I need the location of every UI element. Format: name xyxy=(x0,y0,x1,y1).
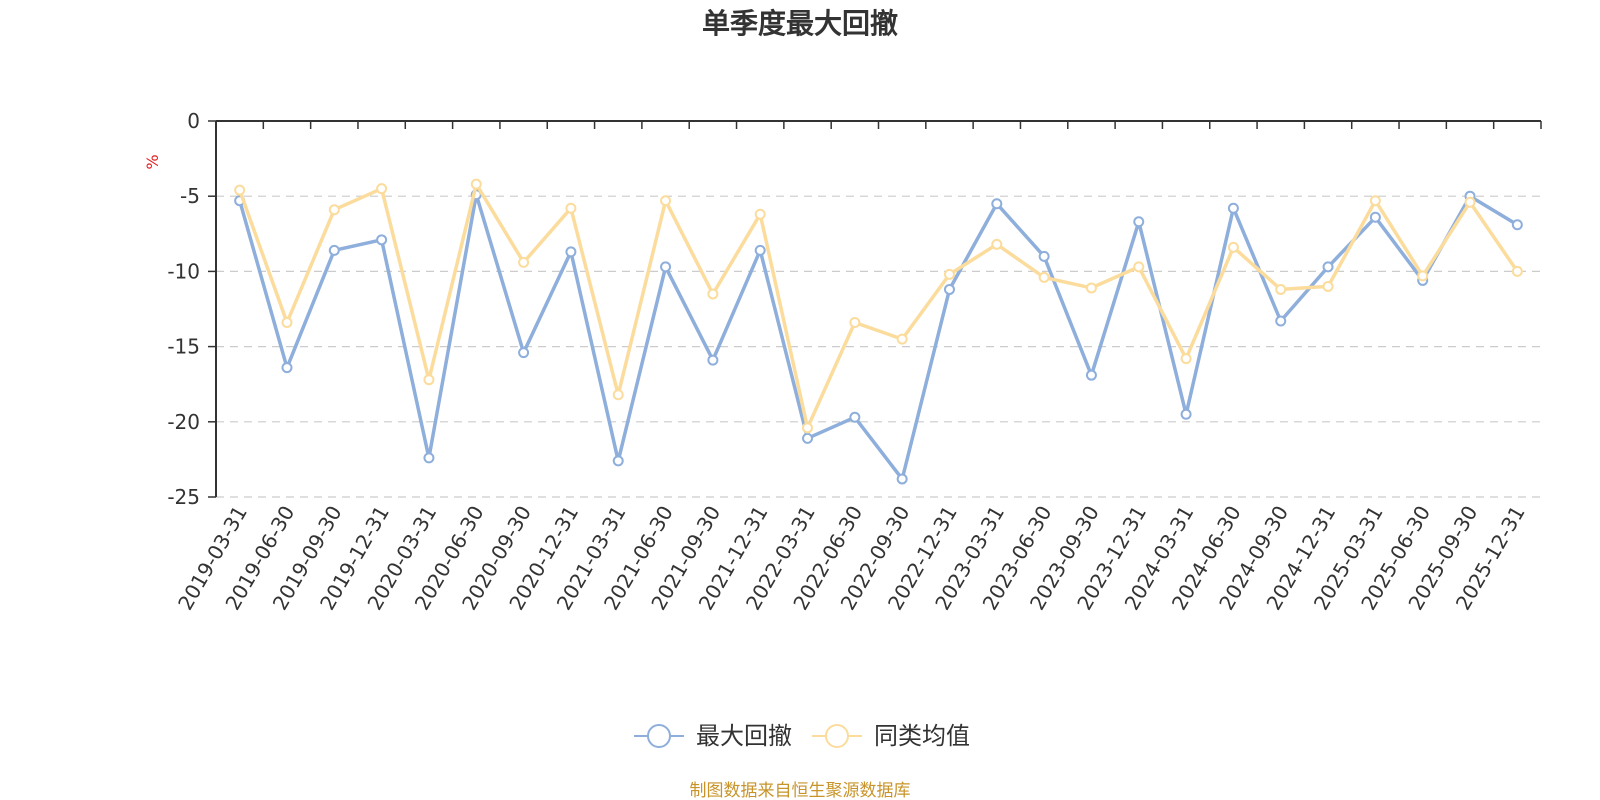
data-point[interactable] xyxy=(1275,283,1287,295)
data-point[interactable] xyxy=(1227,241,1239,253)
data-point[interactable] xyxy=(1180,408,1192,420)
data-source-note: 制图数据来自恒生聚源数据库 xyxy=(690,781,911,800)
y-tick-label: -10 xyxy=(167,259,200,283)
data-point[interactable] xyxy=(1511,265,1523,277)
data-point[interactable] xyxy=(802,422,814,434)
series-layer xyxy=(234,178,1523,485)
series-line xyxy=(237,192,1520,481)
y-tick-label: -5 xyxy=(180,184,200,208)
series-1 xyxy=(234,178,1523,434)
data-point[interactable] xyxy=(423,452,435,464)
axes xyxy=(208,120,1542,498)
data-point[interactable] xyxy=(518,347,530,359)
data-point[interactable] xyxy=(470,178,482,190)
data-point[interactable] xyxy=(612,389,624,401)
legend[interactable]: 最大回撤 同类均值 xyxy=(634,722,970,750)
data-point[interactable] xyxy=(281,362,293,374)
series-0 xyxy=(234,189,1523,485)
data-point[interactable] xyxy=(754,208,766,220)
data-point[interactable] xyxy=(849,411,861,423)
data-point[interactable] xyxy=(376,183,388,195)
data-point[interactable] xyxy=(1038,250,1050,262)
data-point[interactable] xyxy=(1085,369,1097,381)
data-point[interactable] xyxy=(1322,280,1334,292)
data-point[interactable] xyxy=(707,354,719,366)
data-point[interactable] xyxy=(660,195,672,207)
data-point[interactable] xyxy=(328,244,340,256)
data-point[interactable] xyxy=(1038,271,1050,283)
legend-label: 同类均值 xyxy=(874,722,970,750)
x-tick-labels: 2019-03-312019-06-302019-09-302019-12-31… xyxy=(173,501,1530,614)
data-point[interactable] xyxy=(896,473,908,485)
y-tick-label: 0 xyxy=(187,109,200,133)
data-point[interactable] xyxy=(991,238,1003,250)
data-point[interactable] xyxy=(565,246,577,258)
data-point[interactable] xyxy=(1511,219,1523,231)
legend-label: 最大回撤 xyxy=(696,722,792,750)
data-point[interactable] xyxy=(943,268,955,280)
data-point[interactable] xyxy=(328,204,340,216)
data-point[interactable] xyxy=(1464,196,1476,208)
data-point[interactable] xyxy=(1133,261,1145,273)
data-point[interactable] xyxy=(376,234,388,246)
data-point[interactable] xyxy=(234,184,246,196)
data-point[interactable] xyxy=(423,374,435,386)
data-point[interactable] xyxy=(612,455,624,467)
chart-title: 单季度最大回撤 xyxy=(702,7,898,40)
series-line xyxy=(237,182,1520,430)
y-axis-unit: % xyxy=(143,154,162,169)
data-point[interactable] xyxy=(1369,195,1381,207)
data-point[interactable] xyxy=(707,288,719,300)
data-point[interactable] xyxy=(1275,315,1287,327)
data-point[interactable] xyxy=(518,256,530,268)
data-point[interactable] xyxy=(1322,261,1334,273)
data-point[interactable] xyxy=(802,432,814,444)
legend-item[interactable]: 同类均值 xyxy=(812,722,970,750)
data-point[interactable] xyxy=(943,283,955,295)
data-point[interactable] xyxy=(849,317,861,329)
data-point[interactable] xyxy=(1085,282,1097,294)
grid-lines xyxy=(216,195,1541,498)
y-tick-labels: 0 -5 -10 -15 -20 -25 xyxy=(167,109,200,509)
data-point[interactable] xyxy=(1369,211,1381,223)
data-point[interactable] xyxy=(1133,216,1145,228)
legend-marker-icon xyxy=(825,724,849,748)
y-tick-label: -25 xyxy=(167,485,200,509)
data-point[interactable] xyxy=(1417,270,1429,282)
data-point[interactable] xyxy=(565,202,577,214)
legend-item[interactable]: 最大回撤 xyxy=(634,722,792,750)
data-point[interactable] xyxy=(281,317,293,329)
data-point[interactable] xyxy=(660,261,672,273)
y-tick-label: -15 xyxy=(167,335,200,359)
data-point[interactable] xyxy=(896,333,908,345)
data-point[interactable] xyxy=(1180,353,1192,365)
data-point[interactable] xyxy=(1227,202,1239,214)
legend-marker-icon xyxy=(647,724,671,748)
data-point[interactable] xyxy=(991,198,1003,210)
y-tick-label: -20 xyxy=(167,410,200,434)
data-point[interactable] xyxy=(754,244,766,256)
